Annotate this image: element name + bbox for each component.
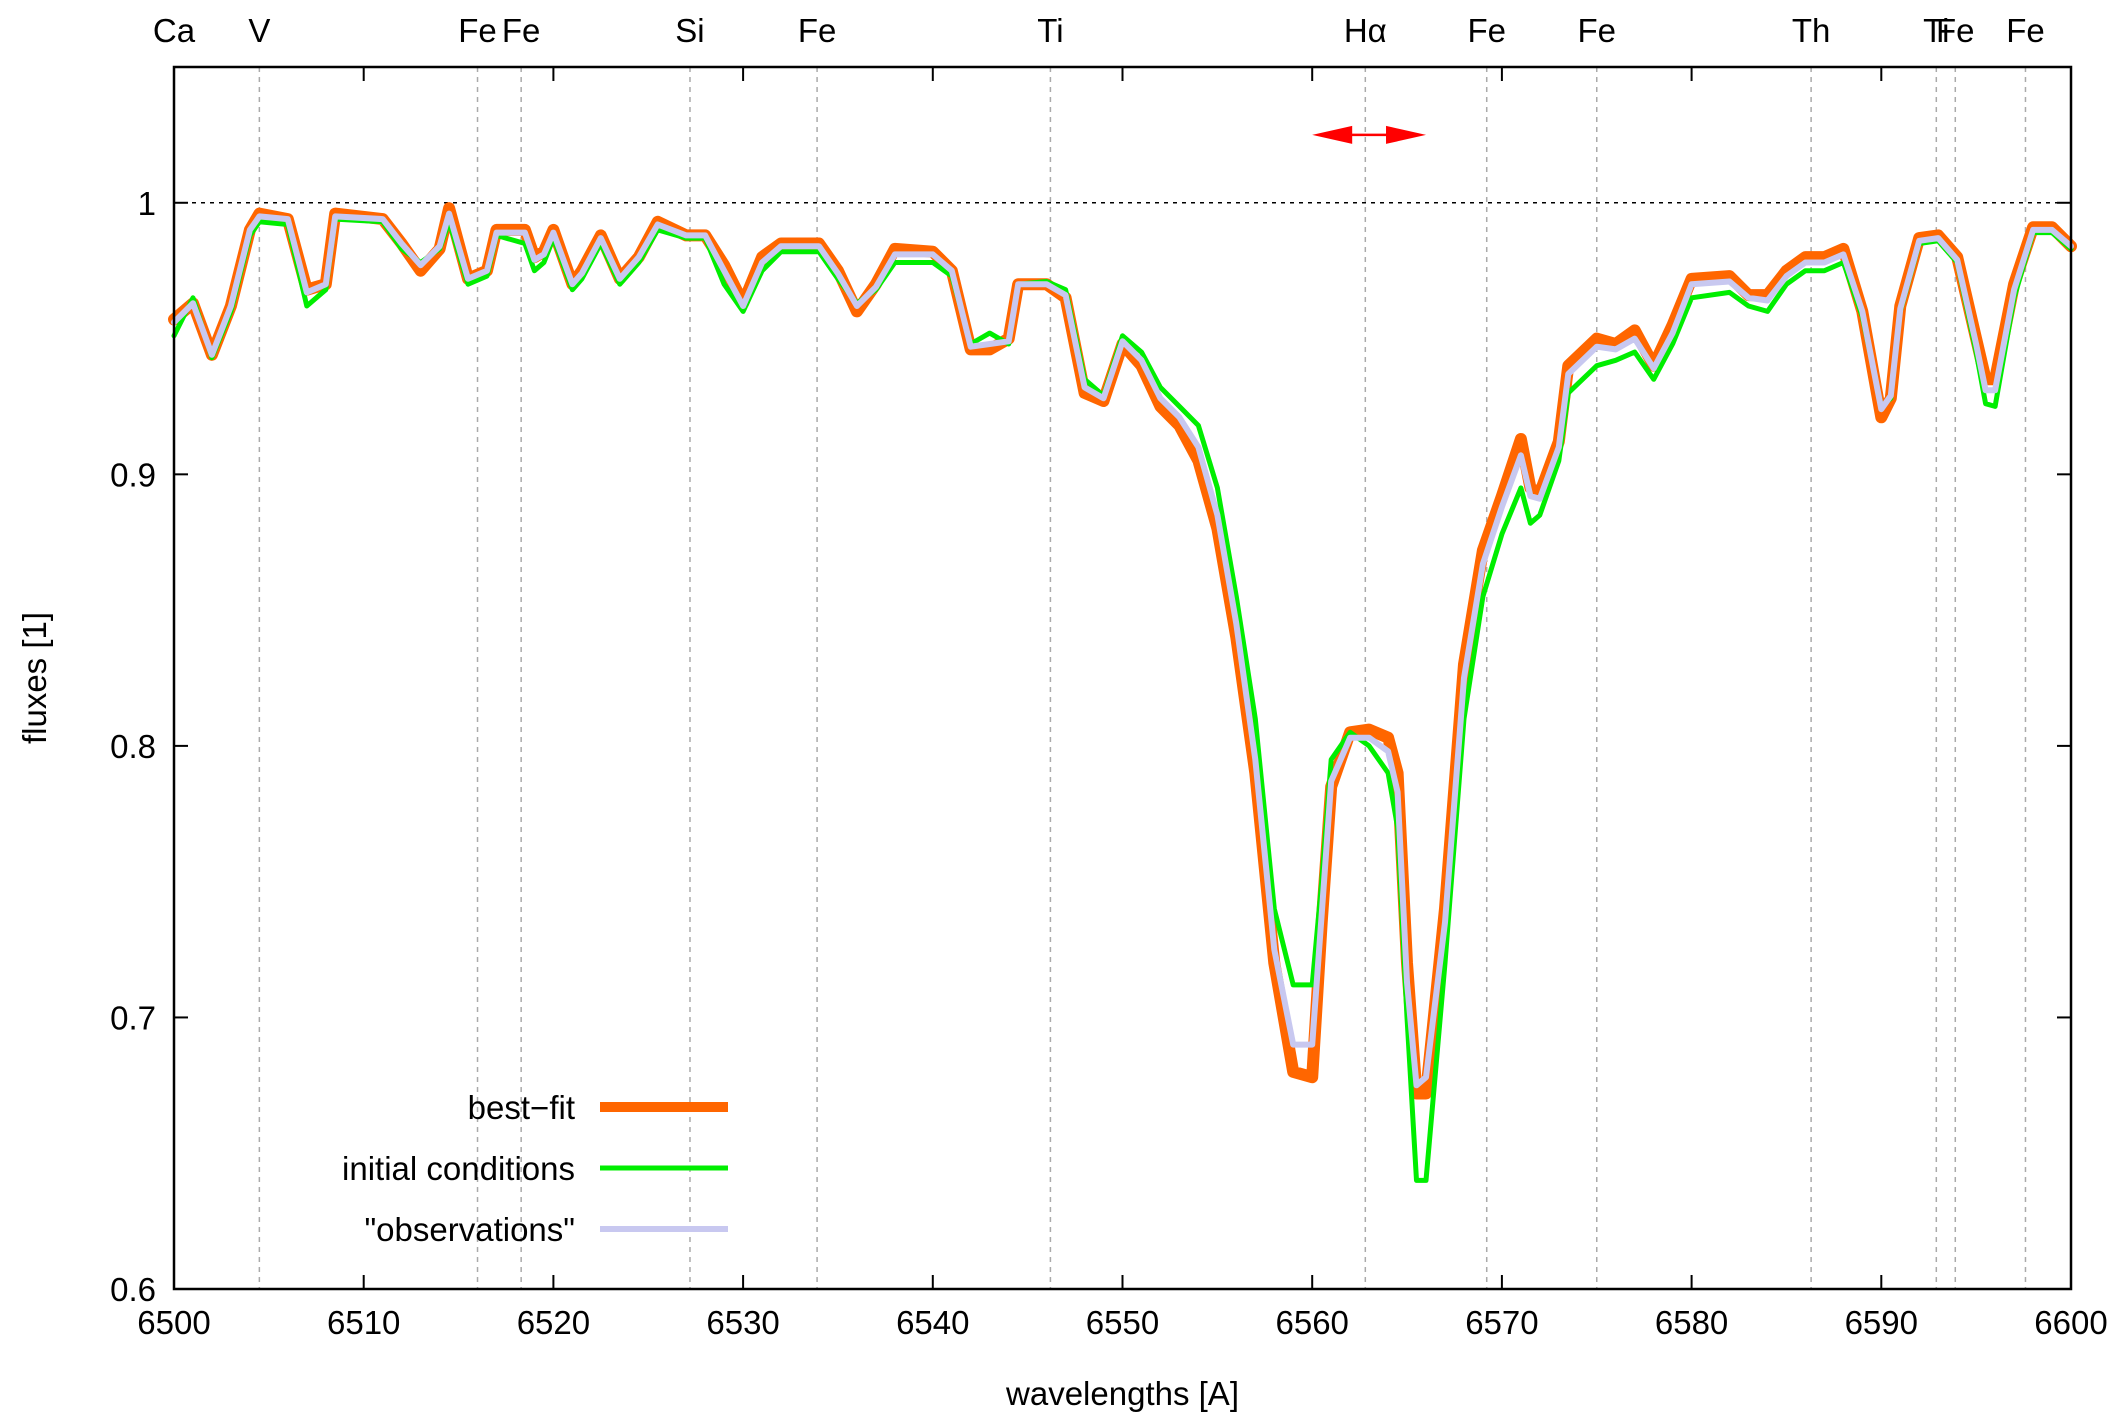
y-tick-label: 0.9 xyxy=(110,456,156,493)
line-marker-label: Fe xyxy=(1577,12,1616,49)
y-tick-label: 0.8 xyxy=(110,728,156,765)
legend-label: "observations" xyxy=(364,1211,575,1248)
arrow-head-left xyxy=(1312,125,1353,144)
y-axis-label: fluxes [1] xyxy=(16,612,53,744)
line-marker-label: Si xyxy=(675,12,704,49)
x-tick-label: 6590 xyxy=(1845,1304,1918,1341)
line-marker-label: Fe xyxy=(798,12,837,49)
line-marker-label: Fe xyxy=(458,12,497,49)
x-tick-label: 6600 xyxy=(2034,1304,2107,1341)
y-tick-label: 0.7 xyxy=(110,999,156,1036)
x-tick-label: 6560 xyxy=(1275,1304,1348,1341)
line-marker-label: Ti xyxy=(1037,12,1063,49)
line-marker-label: Fe xyxy=(1467,12,1506,49)
line-marker-label: V xyxy=(248,12,270,49)
line-marker-label: Th xyxy=(1792,12,1831,49)
legend-label: best−fit xyxy=(468,1089,575,1126)
plot-frame-layer xyxy=(172,65,2073,1291)
x-tick-label: 6540 xyxy=(896,1304,969,1341)
x-tick-label: 6580 xyxy=(1655,1304,1728,1341)
x-tick-label: 6520 xyxy=(517,1304,590,1341)
x-tick-label: 6570 xyxy=(1465,1304,1538,1341)
series-line-initial-conditions xyxy=(171,216,2074,1183)
series-line-observations xyxy=(171,210,2074,1089)
line-marker-label: Fe xyxy=(502,12,541,49)
line-marker-label: Fe xyxy=(1936,12,1975,49)
x-axis-label: wavelengths [A] xyxy=(1005,1375,1239,1412)
line-marker-label: Ca xyxy=(153,12,196,49)
y-tick-label: 1 xyxy=(138,185,156,222)
x-tick-label: 6510 xyxy=(327,1304,400,1341)
x-tick-label: 6550 xyxy=(1086,1304,1159,1341)
line-marker-layer xyxy=(173,67,2071,1289)
legend-label: initial conditions xyxy=(342,1150,575,1187)
line-marker-label: Hα xyxy=(1344,12,1387,49)
line-marker-label: Ti xyxy=(1923,12,1949,49)
x-tick-label: 6500 xyxy=(137,1304,210,1341)
legend: best−fit initial conditions "observations" xyxy=(342,1089,728,1248)
line-marker-label: Fe xyxy=(2006,12,2045,49)
y-tick-label: 0.6 xyxy=(110,1271,156,1308)
arrow-head-right xyxy=(1386,125,1427,144)
x-tick-label: 6530 xyxy=(706,1304,779,1341)
series-layer xyxy=(168,202,2077,1183)
